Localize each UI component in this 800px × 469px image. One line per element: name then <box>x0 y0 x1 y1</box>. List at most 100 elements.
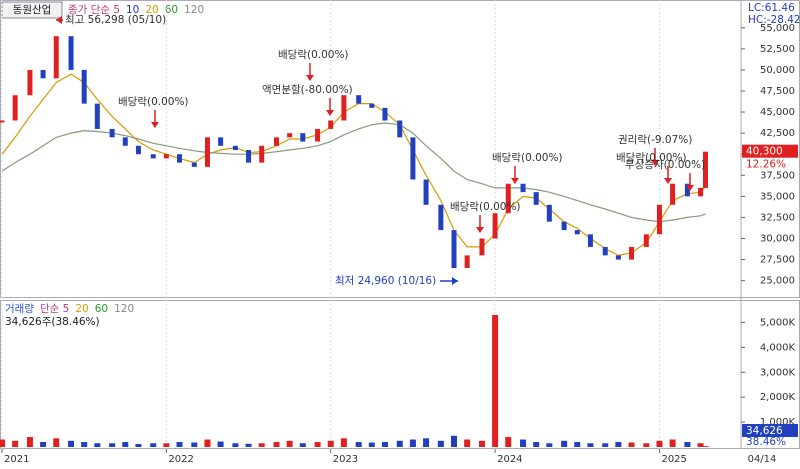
volume-bar <box>561 440 568 447</box>
candle <box>684 183 690 197</box>
volume-bar <box>135 444 142 447</box>
volume-bar <box>587 443 594 447</box>
candle <box>109 128 115 138</box>
volume-bar <box>340 438 347 447</box>
hc-label: HC:-28.42 <box>748 14 800 26</box>
y-tick-label: 52,500 <box>760 44 795 55</box>
x-tick-label: 2024 <box>497 454 522 465</box>
volume-bar <box>40 442 47 447</box>
annotation: 액면분할(-80.00%) <box>262 84 353 96</box>
y-tick-label: 32,500 <box>760 212 795 223</box>
volume-bar <box>643 443 650 447</box>
volume-bar <box>232 443 239 447</box>
candle <box>702 151 708 188</box>
legend-entry: 60 <box>165 4 178 16</box>
candle <box>561 221 567 231</box>
volume-bar <box>273 442 280 447</box>
annotation: 배당락(0.00%) <box>278 49 349 61</box>
candle <box>68 36 74 70</box>
y-tick-label: 27,500 <box>760 255 795 266</box>
candle <box>40 69 46 79</box>
candle <box>81 69 87 104</box>
volume-bar <box>697 443 704 447</box>
annotation-arrowhead <box>686 185 694 191</box>
last-volume-label: 34,626 <box>746 425 783 437</box>
volume-bar <box>492 314 499 447</box>
volume-bar <box>12 440 19 447</box>
annotation-arrowhead <box>664 178 672 184</box>
volume-bar <box>109 443 116 447</box>
volume-bar <box>396 440 403 447</box>
volume-bar <box>423 438 430 447</box>
candle <box>615 255 621 260</box>
volume-bar <box>286 440 293 447</box>
volume-bar <box>299 443 306 447</box>
annotation: 배당락(0.00%) <box>450 201 521 213</box>
x-tick-label: 2023 <box>333 454 358 465</box>
candle <box>479 238 485 256</box>
volume-bar <box>122 442 129 447</box>
y-tick-label: 45,000 <box>760 107 795 118</box>
candle <box>464 255 470 269</box>
candle <box>94 103 100 129</box>
volume-bar <box>355 442 362 447</box>
volume-bar <box>163 443 170 447</box>
candle <box>698 187 704 197</box>
volume-subtitle: 34,626주(38.46%) <box>5 316 100 328</box>
volume-bar <box>628 442 635 447</box>
last-volume-box <box>742 424 798 437</box>
volume-panel <box>0 300 800 449</box>
annotation-arrowhead <box>476 227 484 233</box>
moving-average <box>1 122 706 223</box>
volume-bar <box>381 442 388 447</box>
legend-entry: 60 <box>95 303 108 315</box>
candle <box>273 137 279 146</box>
candle <box>328 120 334 129</box>
y-tick-label: 2,000K <box>760 392 796 403</box>
annotation-arrowhead <box>511 178 519 184</box>
volume-bar <box>533 442 540 447</box>
volume-bar <box>81 442 88 447</box>
volume-bar <box>150 443 157 447</box>
candle <box>150 154 156 159</box>
candle <box>356 95 362 104</box>
last-ratio-label: 38.46% <box>746 436 786 448</box>
volume-bar <box>258 443 265 447</box>
annotation: 배당락(0.00%) <box>118 96 189 108</box>
annotation: 배당락(0.00%) <box>492 152 563 164</box>
last-price-label: 40,300 <box>746 146 783 158</box>
candle <box>218 137 224 146</box>
annotation-arrowhead <box>651 160 659 166</box>
legend-entry: 10 <box>126 4 139 16</box>
y-tick-label: 55,000 <box>760 23 795 34</box>
legend-entry: 120 <box>184 4 204 16</box>
price-panel <box>0 0 800 298</box>
volume-bar <box>327 440 334 447</box>
annotation: 최저 24,960 (10/16) <box>335 275 436 287</box>
candle <box>397 120 403 138</box>
candle <box>656 204 662 235</box>
annotation: 권리락(-9.07%) <box>618 134 692 146</box>
x-end-label: 04/14 <box>748 454 777 465</box>
candle <box>410 137 416 180</box>
y-tick-label: 42,500 <box>760 128 795 139</box>
legend-entry: 20 <box>75 303 88 315</box>
candle <box>546 204 552 222</box>
annotation: 배당락(0.00%) <box>616 152 687 164</box>
candle <box>232 145 238 150</box>
y-tick-label: 5,000K <box>760 317 796 328</box>
x-tick-label: 2025 <box>661 454 686 465</box>
volume-bar <box>478 440 485 447</box>
annotation-arrowhead <box>452 277 458 285</box>
candle <box>492 213 498 239</box>
volume-bar <box>68 440 75 447</box>
candle <box>369 103 375 108</box>
annotation: 무상증자(0.00%) <box>625 159 705 171</box>
legend-entry: 120 <box>114 303 134 315</box>
candle <box>287 133 293 138</box>
volume-bar <box>53 438 60 447</box>
volume-bar <box>615 442 622 447</box>
y-tick-label: 50,000 <box>760 65 795 76</box>
candle <box>505 183 511 214</box>
candle <box>163 154 169 159</box>
